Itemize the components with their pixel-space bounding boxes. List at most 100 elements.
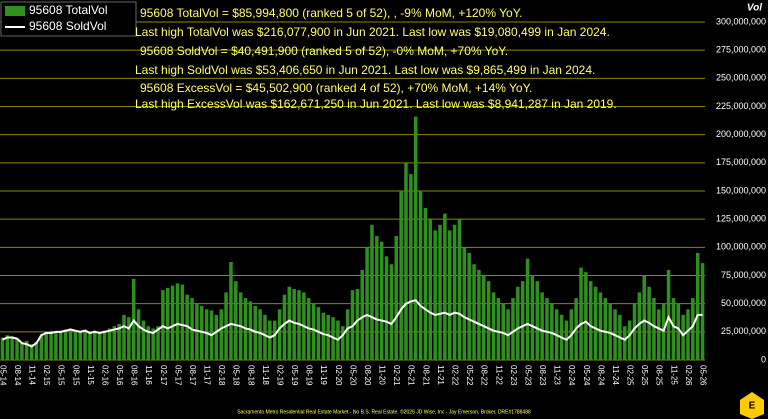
y-tick-label: 100,000,000: [716, 242, 766, 252]
y-tick-label: 50,000,000: [721, 298, 766, 308]
x-tick-label: 02-25: [626, 365, 635, 386]
x-tick-label: 11-18: [261, 365, 270, 385]
bar: [331, 317, 335, 360]
logo: E: [740, 392, 764, 419]
bar: [438, 224, 442, 360]
bar: [165, 287, 170, 360]
y-tick-label: 125,000,000: [716, 214, 766, 224]
bar: [681, 314, 685, 360]
bar: [136, 309, 141, 360]
bar: [161, 290, 165, 360]
x-tick-label: 02-23: [509, 365, 518, 386]
bar: [39, 335, 44, 360]
bar: [375, 236, 379, 360]
bar: [112, 326, 117, 360]
x-tick-label: 05-14: [0, 365, 7, 386]
bar: [44, 331, 48, 360]
x-tick-label: 02-16: [100, 365, 109, 386]
bar: [418, 191, 423, 360]
y-tick-label: 300,000,000: [716, 16, 766, 26]
x-tick-label: 08-19: [305, 365, 314, 386]
x-tick-label: 02-19: [275, 365, 284, 386]
bar: [341, 326, 345, 360]
bar: [623, 326, 627, 360]
bar: [482, 275, 486, 360]
x-tick-label: 08-25: [655, 365, 664, 386]
x-tick-label: 05-21: [407, 365, 416, 386]
bar: [297, 290, 301, 360]
bar: [389, 264, 394, 360]
bar: [258, 309, 262, 360]
x-tick-label: 05-15: [57, 365, 66, 386]
bar: [511, 298, 515, 360]
x-tick-label: 05-19: [290, 365, 299, 386]
y-tick-label: 150,000,000: [716, 185, 766, 195]
bar: [603, 298, 608, 360]
bar: [413, 116, 418, 360]
bar: [29, 344, 34, 360]
y-tick-label: 225,000,000: [716, 101, 766, 111]
bar: [68, 328, 73, 360]
x-tick-label: 02-15: [42, 365, 51, 386]
bar: [59, 330, 63, 360]
annotation: Last high ExcessVol was $162,671,250 in …: [135, 97, 617, 111]
bar: [272, 320, 277, 360]
y-tick-label: 75,000,000: [721, 270, 766, 280]
x-tick-label: 11-22: [494, 365, 503, 385]
bar: [579, 267, 583, 360]
annotation: Last high SoldVol was $53,406,650 in Jun…: [135, 63, 595, 77]
bar: [311, 303, 316, 360]
bar: [588, 281, 593, 360]
x-tick-label: 05-20: [348, 365, 357, 386]
bar: [345, 309, 350, 360]
bar: [530, 275, 535, 360]
x-tick-label: 02-22: [450, 365, 459, 386]
bar: [93, 330, 97, 360]
bar: [384, 256, 389, 360]
bar: [360, 269, 364, 360]
bar: [122, 314, 126, 360]
bar: [355, 289, 360, 360]
bar: [34, 341, 39, 360]
legend-label: 95608 TotalVol: [29, 3, 108, 17]
x-tick-label: 08-20: [363, 365, 372, 386]
bar: [695, 252, 700, 360]
bar: [700, 263, 705, 360]
bar: [0, 337, 5, 360]
bar: [443, 213, 447, 360]
bar: [545, 298, 549, 360]
bar: [204, 309, 209, 360]
bar: [229, 261, 233, 360]
bar: [584, 272, 588, 360]
x-tick-label: 02-26: [684, 365, 693, 386]
bar: [627, 320, 632, 360]
x-tick-label: 08-22: [480, 365, 489, 386]
annotation: 95608 ExcessVol = $45,502,900 (ranked 4 …: [140, 81, 532, 95]
bar: [433, 230, 437, 360]
bar: [409, 174, 413, 360]
x-tick-label: 08-18: [246, 365, 255, 386]
bar: [156, 326, 160, 360]
x-tick-label: 11-16: [144, 365, 153, 385]
bar: [686, 309, 690, 360]
bar: [608, 303, 612, 360]
bar: [467, 252, 471, 360]
bar: [671, 298, 676, 360]
x-tick-label: 05-24: [582, 365, 591, 386]
annotation: 95608 SoldVol = $40,491,900 (ranked 5 of…: [140, 44, 508, 58]
bar: [642, 275, 646, 360]
line: [2, 299, 703, 348]
bar: [263, 314, 267, 360]
y-tick-label: 200,000,000: [716, 129, 766, 139]
y-tick-label: 0: [761, 354, 766, 364]
bar: [477, 269, 481, 360]
bar: [24, 340, 29, 360]
y-tick-label: 25,000,000: [721, 326, 766, 336]
bar: [326, 314, 330, 360]
bar: [550, 303, 554, 360]
y-axis-label: Vol: [747, 3, 762, 14]
bar: [496, 298, 501, 360]
bar: [423, 207, 428, 360]
bar: [428, 219, 433, 360]
